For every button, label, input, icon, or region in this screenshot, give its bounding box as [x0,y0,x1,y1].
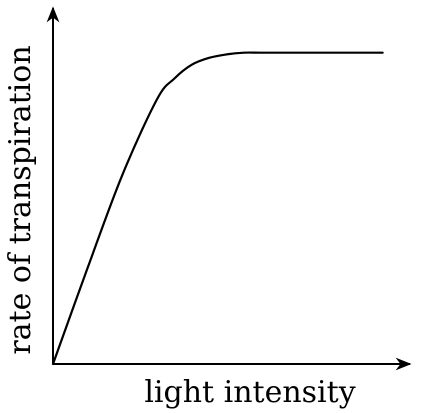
series-line-0 [51,51,384,366]
series-layer [51,51,384,366]
y-axis-label: rate of transpiration [3,45,38,354]
x-axis-label: light intensity [144,375,355,410]
axes [46,6,412,371]
